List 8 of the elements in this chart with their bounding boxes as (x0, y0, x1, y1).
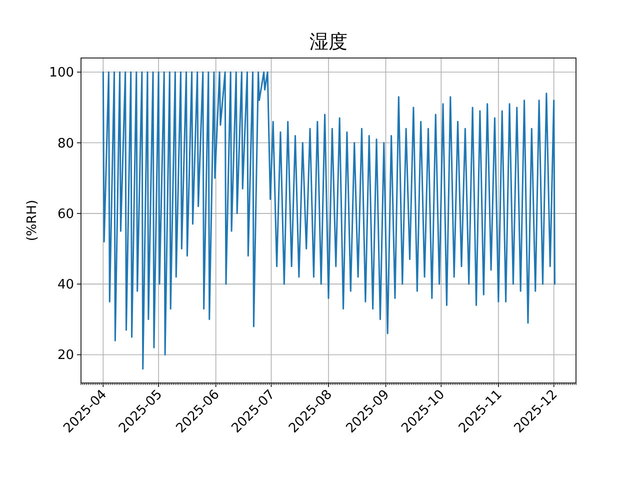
y-tick-label: 100 (49, 66, 74, 81)
y-tick-label: 20 (57, 348, 74, 364)
y-tick-label: 80 (57, 136, 74, 152)
y-tick-label: 60 (57, 206, 74, 222)
y-axis-title: (%RH) (25, 200, 40, 242)
y-tick-label: 40 (57, 278, 74, 293)
chart-title: 湿度 (310, 31, 348, 53)
line-series (102, 71, 556, 370)
